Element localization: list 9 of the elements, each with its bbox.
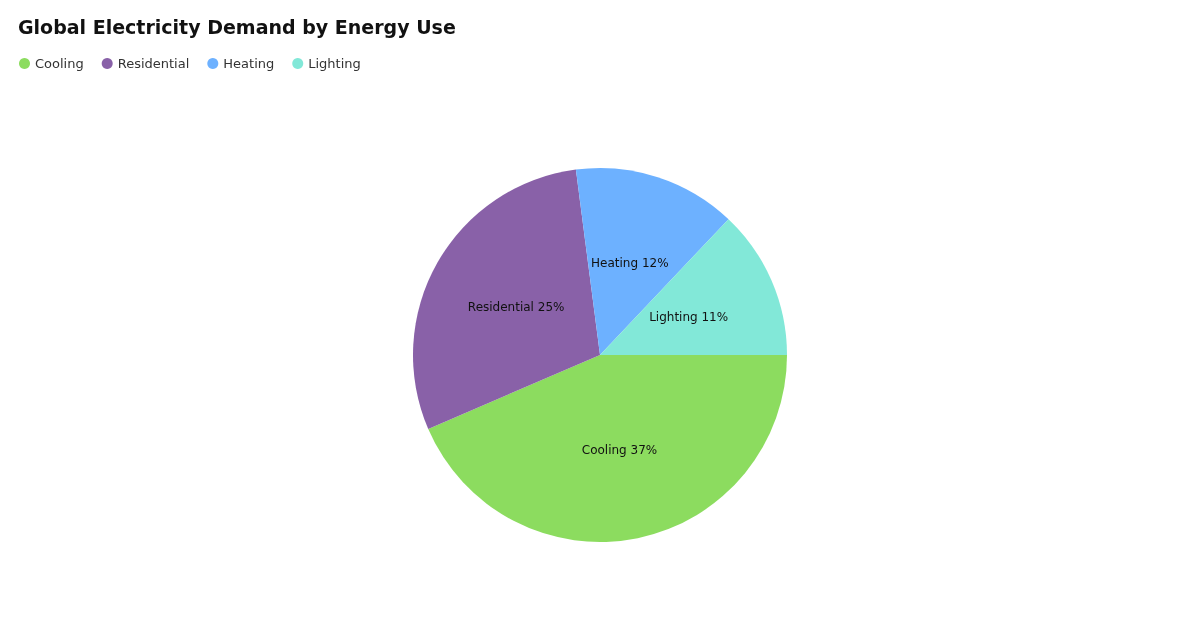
legend-label: Residential — [117, 56, 190, 71]
legend-label: Lighting — [308, 56, 361, 71]
category-label: Cooling 37% — [581, 442, 658, 457]
legend-label: Heating — [223, 56, 275, 71]
category-label: Residential 25% — [467, 300, 565, 315]
category-label: Heating 12% — [591, 256, 669, 271]
category-label: Lighting 11% — [649, 309, 729, 324]
legend-label: Cooling — [35, 56, 84, 71]
chart-title: Global Electricity Demand by Energy Use — [18, 15, 456, 38]
